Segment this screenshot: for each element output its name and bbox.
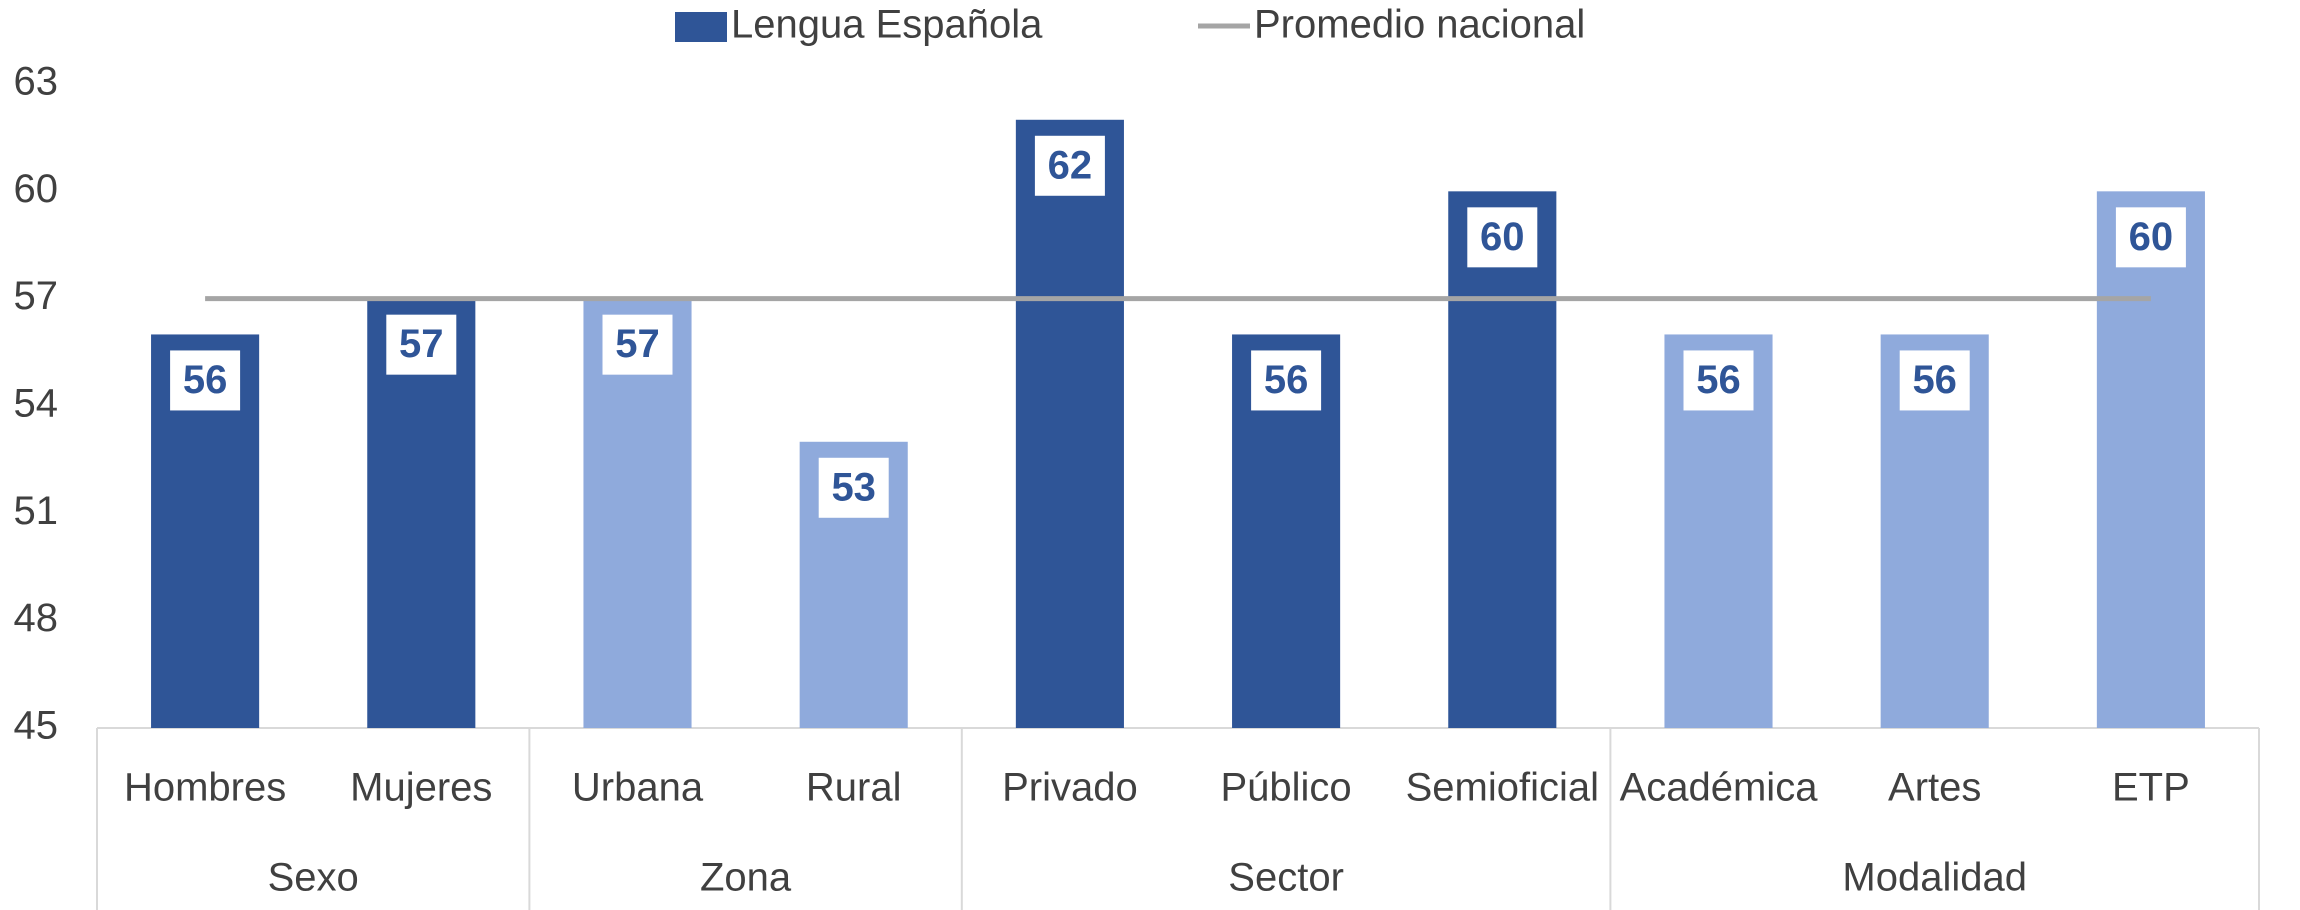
group-label: Sexo bbox=[268, 856, 359, 900]
x-tick-label: Rural bbox=[806, 766, 902, 810]
x-tick-label: Semioficial bbox=[1406, 766, 1599, 810]
value-label-box bbox=[1683, 350, 1754, 411]
value-label: 56 bbox=[1696, 358, 1741, 402]
group-label: Sector bbox=[1228, 856, 1344, 900]
legend-label: Lengua Española bbox=[731, 3, 1043, 47]
value-label: 62 bbox=[1048, 143, 1093, 187]
value-label: 57 bbox=[615, 322, 660, 366]
y-tick-label: 54 bbox=[14, 382, 59, 426]
value-label-box bbox=[2115, 207, 2186, 268]
x-tick-label: Hombres bbox=[124, 766, 286, 810]
y-tick-label: 63 bbox=[14, 60, 59, 104]
bar bbox=[1448, 191, 1557, 729]
x-tick-label: Público bbox=[1220, 766, 1351, 810]
x-tick-label: ETP bbox=[2112, 766, 2190, 810]
x-tick-label: Privado bbox=[1002, 766, 1138, 810]
x-tick-label: Artes bbox=[1888, 766, 1981, 810]
value-label-box bbox=[170, 350, 241, 411]
legend-swatch bbox=[675, 12, 727, 42]
y-tick-label: 57 bbox=[14, 274, 59, 318]
value-label-box bbox=[1899, 350, 1970, 411]
value-label-box bbox=[818, 457, 889, 518]
bar bbox=[1015, 119, 1124, 729]
group-label: Zona bbox=[700, 856, 792, 900]
value-label-box bbox=[1034, 135, 1105, 196]
y-tick-label: 48 bbox=[14, 596, 59, 640]
x-tick-label: Mujeres bbox=[350, 766, 492, 810]
x-tick-label: Académica bbox=[1620, 766, 1819, 810]
value-label-box bbox=[1467, 207, 1538, 268]
value-label: 56 bbox=[1264, 358, 1309, 402]
value-label-box bbox=[602, 314, 673, 375]
legend-label: Promedio nacional bbox=[1254, 3, 1585, 47]
y-tick-label: 51 bbox=[14, 489, 59, 533]
value-label: 60 bbox=[2129, 215, 2174, 259]
value-label-box bbox=[1251, 350, 1322, 411]
value-label: 57 bbox=[399, 322, 444, 366]
x-tick-label: Urbana bbox=[572, 766, 704, 810]
value-label: 60 bbox=[1480, 215, 1525, 259]
y-tick-label: 60 bbox=[14, 167, 59, 211]
y-tick-label: 45 bbox=[14, 704, 59, 748]
value-label: 56 bbox=[183, 358, 228, 402]
group-label: Modalidad bbox=[1842, 856, 2027, 900]
value-label-box bbox=[386, 314, 457, 375]
value-label: 56 bbox=[1912, 358, 1957, 402]
bar bbox=[2096, 191, 2205, 729]
value-label: 53 bbox=[831, 465, 876, 509]
